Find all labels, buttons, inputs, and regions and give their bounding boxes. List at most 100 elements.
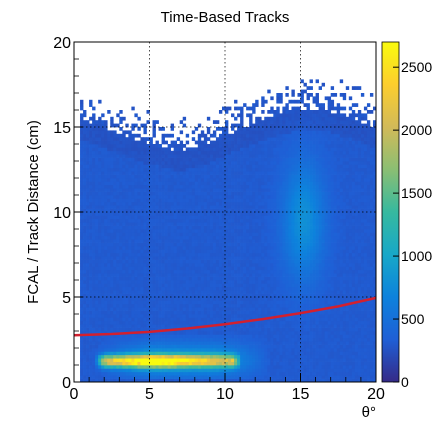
heatmap-cell [234, 348, 238, 352]
heatmap-cell [167, 337, 171, 342]
heatmap-cell [167, 150, 171, 155]
heatmap-cell [158, 361, 162, 366]
heatmap-cell [237, 259, 241, 264]
heatmap-cell [206, 317, 211, 322]
heatmap-cell [122, 310, 126, 315]
heatmap-cell [149, 358, 153, 362]
heatmap-cell [110, 378, 114, 382]
heatmap-cell [149, 181, 153, 186]
heatmap-cell [276, 344, 280, 349]
heatmap-cell [191, 205, 196, 209]
heatmap-cell [107, 320, 111, 325]
heatmap-cell [212, 256, 217, 260]
heatmap-cell [267, 178, 271, 182]
heatmap-cell [267, 310, 271, 315]
heatmap-cell [237, 283, 241, 288]
heatmap-cell [161, 341, 165, 345]
heatmap-cell [170, 365, 175, 369]
heatmap-cell [152, 161, 156, 165]
heatmap-cell [240, 249, 244, 254]
heatmap-cell [209, 317, 214, 322]
heatmap-cell [167, 293, 171, 298]
heatmap-cell [170, 195, 175, 199]
heatmap-cell [234, 164, 238, 169]
heatmap-cell [203, 191, 208, 196]
heatmap-cell [231, 222, 235, 226]
heatmap-cell [173, 337, 178, 342]
heatmap-cell [185, 348, 190, 352]
heatmap-cell [255, 130, 259, 135]
heatmap-cell [237, 130, 241, 135]
heatmap-cell [240, 276, 244, 281]
heatmap-cell [161, 307, 165, 311]
heatmap-cell [200, 358, 205, 362]
heatmap-cell [258, 174, 262, 179]
heatmap-cell [270, 120, 274, 124]
heatmap-cell [98, 293, 102, 298]
heatmap-cell [116, 307, 120, 311]
heatmap-cell [252, 375, 256, 379]
heatmap-cell [122, 361, 126, 366]
heatmap-cell [131, 351, 135, 356]
heatmap-cell [149, 354, 153, 359]
heatmap-cell [215, 242, 220, 247]
heatmap-cell [110, 171, 114, 175]
heatmap-cell [276, 283, 280, 288]
heatmap-cell [246, 317, 250, 322]
heatmap-cell [173, 344, 178, 349]
heatmap-cell [131, 252, 135, 257]
heatmap-cell [101, 252, 105, 257]
heatmap-cell [267, 375, 271, 379]
heatmap-cell [191, 249, 196, 254]
heatmap-cell [155, 242, 159, 247]
heatmap-cell [264, 212, 268, 216]
heatmap-cell [116, 133, 120, 138]
heatmap-cell [255, 303, 259, 308]
heatmap-cell [155, 208, 159, 213]
heatmap-cell [240, 341, 244, 345]
heatmap-cell [267, 188, 271, 192]
heatmap-cell [267, 371, 271, 376]
heatmap-cell [225, 218, 229, 223]
heatmap-cell [221, 290, 226, 294]
heatmap-cell [173, 314, 178, 318]
heatmap-cell [131, 232, 135, 237]
heatmap-cell [215, 225, 220, 230]
heatmap-cell [110, 188, 114, 192]
heatmap-cell [170, 286, 175, 291]
heatmap-cell [246, 300, 250, 305]
heatmap-cell [200, 354, 205, 359]
heatmap-cell [158, 358, 162, 362]
heatmap-cell [170, 300, 175, 305]
heatmap-cell [258, 365, 262, 369]
heatmap-cell [119, 110, 123, 114]
heatmap-cell [234, 161, 238, 165]
heatmap-cell [80, 242, 84, 247]
heatmap-cell [107, 303, 111, 308]
heatmap-cell [240, 263, 244, 267]
heatmap-cell [188, 249, 193, 254]
heatmap-cell [185, 375, 190, 379]
heatmap-cell [161, 208, 165, 213]
heatmap-cell [203, 208, 208, 213]
heatmap-cell [255, 103, 259, 107]
heatmap-cell [249, 215, 253, 220]
heatmap-cell [89, 239, 93, 243]
heatmap-cell [270, 297, 274, 301]
heatmap-cell [240, 147, 244, 152]
heatmap-cell [225, 246, 229, 250]
heatmap-cell [143, 327, 147, 332]
heatmap-cell [273, 252, 277, 257]
heatmap-cell [113, 303, 117, 308]
heatmap-cell [158, 157, 162, 162]
heatmap-cell [122, 188, 126, 192]
heatmap-cell [188, 157, 193, 162]
heatmap-cell [264, 161, 268, 165]
heatmap-cell [206, 188, 211, 192]
heatmap-cell [140, 178, 144, 182]
heatmap-cell [146, 147, 150, 152]
heatmap-cell [276, 137, 280, 141]
heatmap-cell [104, 331, 108, 335]
heatmap-cell [206, 327, 211, 332]
heatmap-cell [98, 320, 102, 325]
